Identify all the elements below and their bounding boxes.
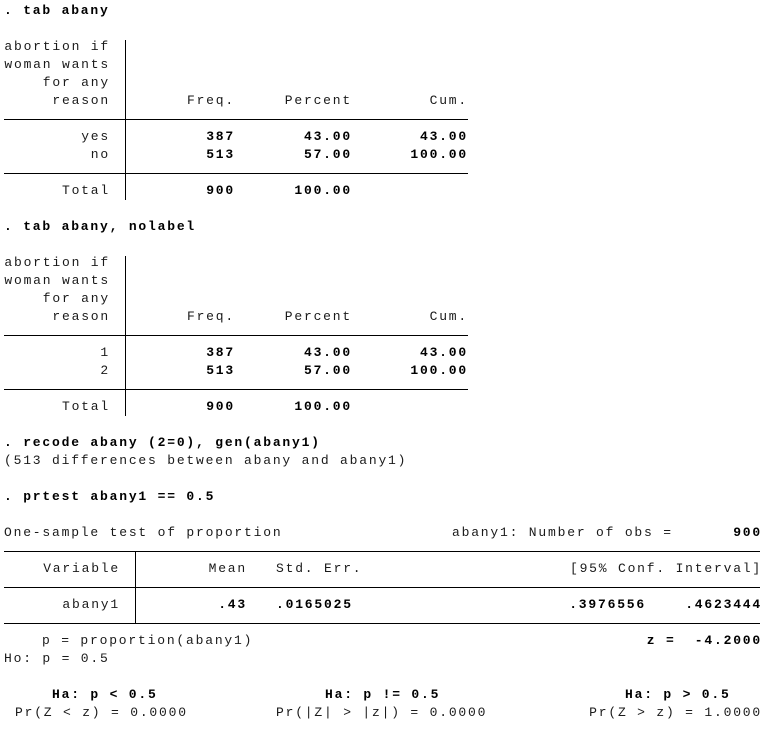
row-freq: 513 [206,363,235,378]
total-percent: 100.00 [294,399,352,414]
table-rule [4,389,468,390]
row-percent: 57.00 [303,147,352,162]
header-mean: Mean [208,561,247,576]
row-label: no [90,147,110,162]
table-rule [4,623,760,624]
null-hypothesis: Ho: p = 0.5 [4,651,110,666]
table-divider [135,551,136,623]
alt-hypothesis-lower: Ha: p < 0.5 [52,687,158,702]
table-divider [125,40,126,200]
row-variable: abany1 [62,597,120,612]
header-percent: Percent [284,93,352,108]
header-freq: Freq. [186,309,235,324]
header-cum: Cum. [429,93,468,108]
row-cum: 43.00 [419,129,468,144]
table-rule [4,335,468,336]
row-cum: 100.00 [410,147,468,162]
alt-hypothesis-two-sided: Ha: p != 0.5 [325,687,441,702]
row-ci-high: .4623444 [685,597,762,612]
header-cum: Cum. [429,309,468,324]
row-label: yes [81,129,110,144]
p-value-two-sided: Pr(|Z| > |z|) = 0.0000 [276,705,488,720]
row-percent: 43.00 [303,129,352,144]
row-label: 1 [100,345,110,360]
total-percent: 100.00 [294,183,352,198]
var-label-line: abortion if [4,255,110,270]
var-label-line: abortion if [4,39,110,54]
row-mean: .43 [218,597,247,612]
command-recode: . recode abany (2=0), gen(abany1) [4,435,321,450]
table-rule [4,173,468,174]
header-variable: Variable [43,561,120,576]
row-percent: 57.00 [303,363,352,378]
z-statistic: z = -4.2000 [646,633,762,648]
obs-label: abany1: Number of obs = [452,525,673,540]
header-percent: Percent [284,309,352,324]
row-percent: 43.00 [303,345,352,360]
row-cum: 100.00 [410,363,468,378]
row-cum: 43.00 [419,345,468,360]
table-rule [4,587,760,588]
command-tab-abany: . tab abany [4,3,110,18]
total-label: Total [61,183,110,198]
p-value-lower: Pr(Z < z) = 0.0000 [15,705,188,720]
table-divider [125,256,126,416]
var-label-line: woman wants [4,273,110,288]
header-std-err: Std. Err. [276,561,363,576]
command-tab-abany-nolabel: . tab abany, nolabel [4,219,197,234]
total-freq: 900 [206,399,235,414]
test-title: One-sample test of proportion [4,525,283,540]
p-definition: p = proportion(abany1) [42,633,254,648]
total-label: Total [61,399,110,414]
p-value-upper: Pr(Z > z) = 1.0000 [589,705,762,720]
row-freq: 387 [206,345,235,360]
alt-hypothesis-upper: Ha: p > 0.5 [625,687,731,702]
table-rule [4,551,760,552]
recode-result: (513 differences between abany and abany… [4,453,408,468]
row-freq: 513 [206,147,235,162]
header-conf-interval: [95% Conf. Interval] [569,561,762,576]
row-freq: 387 [206,129,235,144]
var-label-line: for any [42,75,110,90]
obs-value: 900 [733,525,762,540]
var-label-line: for any [42,291,110,306]
var-label-line: reason [52,309,110,324]
header-freq: Freq. [186,93,235,108]
command-prtest: . prtest abany1 == 0.5 [4,489,216,504]
row-std-err: .0165025 [276,597,353,612]
var-label-line: woman wants [4,57,110,72]
total-freq: 900 [206,183,235,198]
row-ci-low: .3976556 [569,597,646,612]
row-label: 2 [100,363,110,378]
var-label-line: reason [52,93,110,108]
table-rule [4,119,468,120]
